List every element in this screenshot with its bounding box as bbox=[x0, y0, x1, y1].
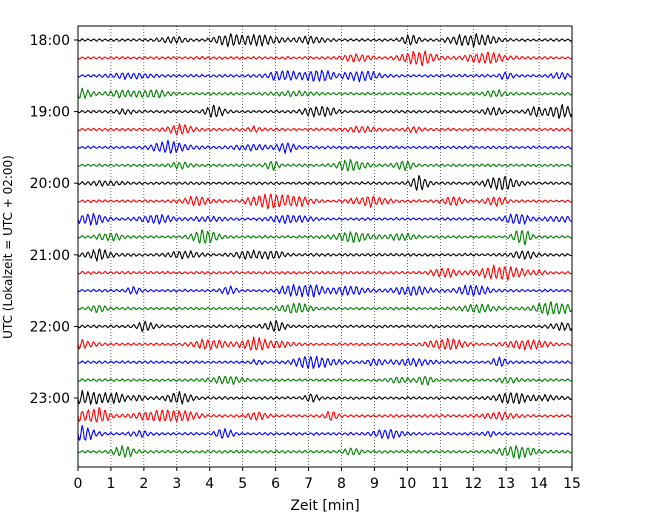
trace-line bbox=[77, 193, 572, 210]
x-tick-label: 7 bbox=[304, 476, 313, 492]
x-tick-label: 5 bbox=[238, 476, 247, 492]
trace-line bbox=[77, 375, 572, 386]
y-tick-label: 19:00 bbox=[30, 105, 70, 121]
x-tick-label: 3 bbox=[172, 476, 181, 492]
trace-line bbox=[77, 336, 572, 351]
trace-line bbox=[77, 424, 572, 441]
trace-line bbox=[77, 355, 572, 369]
x-axis-label: Zeit [min] bbox=[290, 498, 359, 514]
x-tick-label: 11 bbox=[431, 476, 449, 492]
trace-line bbox=[77, 123, 572, 136]
x-tick-label: 9 bbox=[370, 476, 379, 492]
x-tick-label: 14 bbox=[530, 476, 548, 492]
x-tick-label: 10 bbox=[398, 476, 416, 492]
trace-line bbox=[77, 33, 572, 48]
trace-line bbox=[77, 212, 572, 226]
y-tick-label: 18:00 bbox=[30, 33, 70, 49]
x-tick-label: 15 bbox=[563, 476, 581, 492]
trace-line bbox=[77, 445, 572, 460]
trace-line bbox=[77, 264, 572, 281]
y-axis-label: UTC (Lokalzeit = UTC + 02:00) bbox=[1, 155, 15, 339]
x-tick-label: 6 bbox=[271, 476, 280, 492]
y-tick-label: 23:00 bbox=[30, 391, 70, 407]
trace-line bbox=[77, 229, 572, 245]
trace-line bbox=[77, 69, 572, 83]
plot-frame bbox=[77, 25, 573, 468]
x-tick-label: 13 bbox=[497, 476, 515, 492]
trace-line bbox=[77, 407, 572, 423]
y-tick-label: 20:00 bbox=[30, 176, 70, 192]
x-tick-label: 4 bbox=[205, 476, 214, 492]
trace-line bbox=[77, 104, 573, 119]
x-axis-ticks: 0 1 2 3 4 5 6 7 8 9 10 11 12 13 14 15 bbox=[74, 467, 581, 492]
grid-lines bbox=[110, 26, 540, 467]
x-tick-label: 12 bbox=[464, 476, 482, 492]
trace-line bbox=[77, 301, 572, 316]
x-tick-label: 0 bbox=[74, 476, 83, 492]
trace-lines bbox=[77, 33, 573, 460]
trace-line bbox=[77, 283, 572, 298]
trace-line bbox=[77, 389, 572, 406]
x-tick-label: 2 bbox=[139, 476, 148, 492]
y-tick-label: 21:00 bbox=[30, 248, 70, 264]
x-tick-label: 1 bbox=[106, 476, 115, 492]
trace-line bbox=[77, 248, 572, 262]
trace-line bbox=[77, 158, 572, 172]
y-axis-ticks: 18:00 19:00 20:00 21:00 22:00 23:00 bbox=[30, 33, 78, 407]
trace-line bbox=[77, 175, 572, 191]
y-tick-label: 22:00 bbox=[30, 319, 70, 335]
trace-line bbox=[77, 50, 572, 66]
trace-line bbox=[77, 87, 572, 99]
x-tick-label: 8 bbox=[337, 476, 346, 492]
trace-line bbox=[77, 140, 572, 154]
trace-line bbox=[77, 319, 573, 333]
